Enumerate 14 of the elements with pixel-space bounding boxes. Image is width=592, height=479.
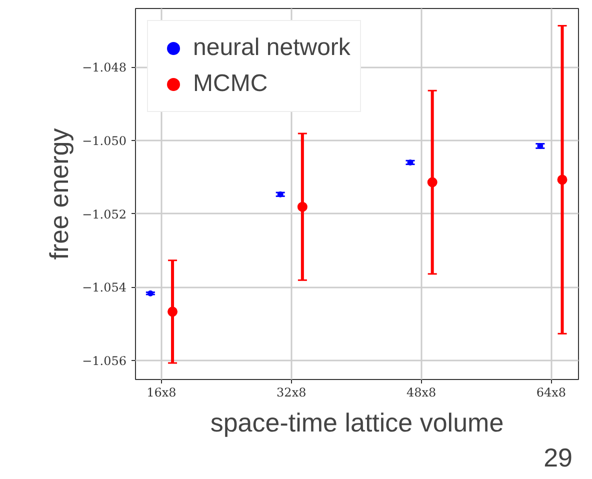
legend-label: MCMC xyxy=(193,70,268,98)
y-tick-label: −1.052 xyxy=(82,207,127,222)
y-tick-label: −1.048 xyxy=(82,60,127,75)
text: 29 xyxy=(544,442,572,472)
x-tick-label: 16x8 xyxy=(146,386,176,400)
x-tick-label: 32x8 xyxy=(276,386,306,400)
x-tick-label: 64x8 xyxy=(536,386,566,400)
y-tick-label: −1.050 xyxy=(82,134,127,148)
legend-label: neural network xyxy=(193,34,350,62)
y-axis-title: free energy xyxy=(44,128,74,260)
x-axis-title: space-time lattice volume xyxy=(210,408,504,438)
y-tick-label: −1.056 xyxy=(82,354,127,368)
y-tick-label: −1.054 xyxy=(82,280,127,295)
x-tick-label: 48x8 xyxy=(406,386,436,400)
